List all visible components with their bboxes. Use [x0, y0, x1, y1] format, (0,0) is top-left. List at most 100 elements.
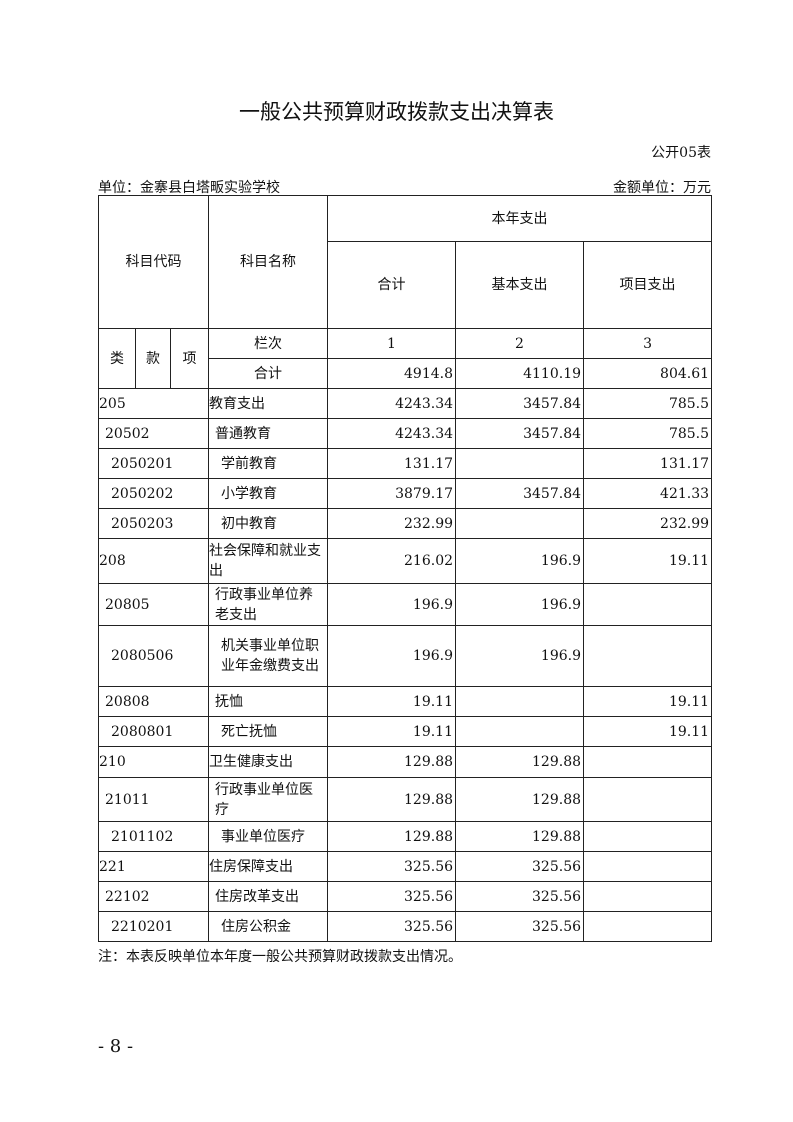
money-unit-label: 金额单位：万元	[613, 180, 711, 196]
row-code: 2050201	[97, 448, 210, 479]
row-code: 2080801	[97, 716, 210, 747]
row-basic	[455, 686, 585, 717]
row-total: 4243.34	[327, 388, 457, 419]
row-project	[583, 821, 713, 852]
row-basic: 196.9	[455, 625, 585, 687]
row-total: 129.88	[327, 821, 457, 852]
row-basic: 196.9	[455, 583, 585, 626]
page-title: 一般公共预算财政拨款支出决算表	[239, 100, 554, 124]
header-code: 科目代码	[97, 195, 210, 329]
row-name: 学前教育	[208, 448, 329, 479]
row-basic: 3457.84	[455, 388, 585, 419]
header-basic: 基本支出	[455, 241, 585, 329]
row-name: 行政事业单位养老支出	[208, 583, 329, 626]
row-name: 卫生健康支出	[208, 746, 329, 778]
row-project	[583, 881, 713, 912]
row-project	[583, 625, 713, 687]
header-name: 科目名称	[208, 195, 329, 329]
header-year-expense: 本年支出	[327, 195, 713, 242]
header-lei: 类	[98, 328, 136, 389]
sum-label: 合计	[208, 358, 329, 389]
header-total: 合计	[327, 241, 457, 329]
row-code: 20502	[97, 418, 210, 449]
col-number-1: 1	[327, 328, 457, 359]
row-name: 机关事业单位职业年金缴费支出	[208, 625, 329, 687]
row-project	[583, 777, 713, 822]
row-code: 221	[97, 851, 210, 882]
row-code: 210	[97, 746, 210, 778]
row-name: 住房保障支出	[208, 851, 329, 882]
col-number-3: 3	[583, 328, 713, 359]
row-project: 232.99	[583, 508, 713, 539]
header-kuan: 款	[135, 328, 171, 389]
table-row: 20805 行政事业单位养老支出 196.9 196.9	[97, 583, 713, 626]
row-code: 2080506	[97, 625, 210, 687]
row-name: 住房改革支出	[208, 881, 329, 912]
row-total: 131.17	[327, 448, 457, 479]
row-basic: 325.56	[455, 911, 585, 942]
row-project	[583, 583, 713, 626]
table-row: 221 住房保障支出 325.56 325.56	[97, 851, 713, 882]
row-basic: 129.88	[455, 821, 585, 852]
row-total: 325.56	[327, 851, 457, 882]
row-total: 232.99	[327, 508, 457, 539]
row-name: 抚恤	[208, 686, 329, 717]
table-row: 2050203 初中教育 232.99 232.99	[97, 508, 713, 539]
col-number-2: 2	[455, 328, 585, 359]
row-project: 19.11	[583, 686, 713, 717]
header-xiang: 项	[169, 328, 210, 389]
row-name: 小学教育	[208, 478, 329, 509]
row-total: 19.11	[327, 686, 457, 717]
row-name: 事业单位医疗	[208, 821, 329, 852]
table-row: 2050202 小学教育 3879.17 3457.84 421.33	[97, 478, 713, 509]
table-row: 2080801 死亡抚恤 19.11 19.11	[97, 716, 713, 747]
row-code: 208	[97, 538, 210, 584]
row-basic	[455, 448, 585, 479]
table-row: 2210201 住房公积金 325.56 325.56	[97, 911, 713, 942]
sum-project: 804.61	[583, 358, 713, 389]
row-basic	[455, 508, 585, 539]
row-code: 2210201	[97, 911, 210, 942]
page-number: - 8 -	[98, 1036, 134, 1057]
row-total: 325.56	[327, 911, 457, 942]
row-name: 住房公积金	[208, 911, 329, 942]
row-project	[583, 851, 713, 882]
row-project	[583, 911, 713, 942]
form-number: 公开05表	[651, 145, 711, 161]
row-project: 421.33	[583, 478, 713, 509]
row-total: 129.88	[327, 777, 457, 822]
table-row: 205 教育支出 4243.34 3457.84 785.5	[97, 388, 713, 419]
table-row: 210 卫生健康支出 129.88 129.88	[97, 746, 713, 778]
row-project: 19.11	[583, 538, 713, 584]
row-code: 2050203	[97, 508, 210, 539]
row-project	[583, 746, 713, 778]
row-name: 普通教育	[208, 418, 329, 449]
table-row: 22102 住房改革支出 325.56 325.56	[97, 881, 713, 912]
row-total: 196.9	[327, 625, 457, 687]
row-name: 教育支出	[208, 388, 329, 419]
row-code: 22102	[97, 881, 210, 912]
table-row: 2080506 机关事业单位职业年金缴费支出 196.9 196.9	[97, 625, 713, 687]
row-name: 死亡抚恤	[208, 716, 329, 747]
table-row: 2101102 事业单位医疗 129.88 129.88	[97, 821, 713, 852]
row-total: 129.88	[327, 746, 457, 778]
header-lanci: 栏次	[208, 328, 329, 359]
row-total: 325.56	[327, 881, 457, 912]
row-basic: 325.56	[455, 851, 585, 882]
row-project: 785.5	[583, 388, 713, 419]
table-row: 20502 普通教育 4243.34 3457.84 785.5	[97, 418, 713, 449]
table-row: 208 社会保障和就业支出 216.02 196.9 19.11	[97, 538, 713, 584]
row-basic: 129.88	[455, 777, 585, 822]
row-code: 205	[97, 388, 210, 419]
row-project: 785.5	[583, 418, 713, 449]
row-total: 196.9	[327, 583, 457, 626]
row-code: 2101102	[97, 821, 210, 852]
unit-label: 单位：金寨县白塔畈实验学校	[98, 180, 280, 196]
row-name: 社会保障和就业支出	[208, 538, 329, 584]
expense-table: 科目代码 科目名称 本年支出 合计 基本支出 项目支出 类 款 项 栏次 1 2…	[97, 195, 713, 942]
row-total: 216.02	[327, 538, 457, 584]
row-total: 4243.34	[327, 418, 457, 449]
row-code: 20808	[97, 686, 210, 717]
row-basic: 129.88	[455, 746, 585, 778]
row-project: 131.17	[583, 448, 713, 479]
